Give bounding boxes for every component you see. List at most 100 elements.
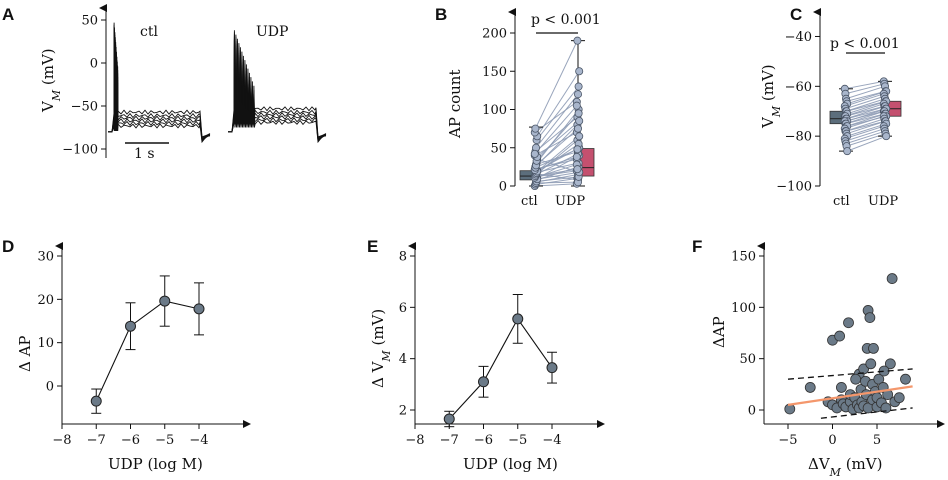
b-pair-line [536,120,580,158]
c-pair-line [844,93,884,107]
c-p-value: p < 0.001 [830,36,900,52]
x-tick-label: −7 [440,433,459,448]
b-point-udp [574,90,583,99]
b-pair-line [536,112,579,162]
x-tick-label: 0 [828,433,836,448]
f-scatter-point [864,312,876,324]
f-plot-area [784,273,913,419]
b-point-udp [573,165,582,174]
b-pair-line [535,177,578,185]
d-ylabel: Δ AP [16,335,34,372]
y-tick-label: 0 [748,404,756,419]
y-tick-label: −60 [785,80,812,95]
x-tick-label: −5 [508,433,527,448]
x-tick-label: −5 [155,433,174,448]
y-tick-label: 200 [482,27,507,42]
y-tick-label: 10 [37,336,54,351]
f-scatter-point [868,342,879,354]
a-trace-label-ctl: ctl [140,24,158,40]
e-point [546,362,558,374]
x-tick-label: −8 [405,433,424,448]
c-pair-line [845,110,885,125]
c-pair-line [846,120,886,135]
y-tick-label: 50 [81,14,98,29]
c-pair-line [846,90,886,102]
c-pair-line [845,95,885,110]
y-tick-label: −100 [62,143,98,158]
f-xlabel: ΔVM (mV) [808,455,882,479]
b-pair-line [534,40,578,129]
panel-letter-d: D [2,237,14,256]
c-pair-line [844,80,884,90]
y-tick-label: −50 [71,100,98,115]
c-plot-area [829,77,902,156]
f-ci-lower [820,407,913,419]
c-point-ctl [843,147,852,156]
x-tick-label: −4 [542,433,561,448]
b-point-udp [575,132,584,141]
f-scatter-point [850,373,862,385]
d-ticks: 30 20 10 0 −8 −7 −6 −5 −4 [37,250,208,449]
a-trace-ctl-0 [108,22,211,138]
y-tick-label: 150 [731,250,756,265]
a-trace-udp-5 [228,40,327,144]
panel-letter-e: E [367,237,378,256]
f-scatter-point [884,358,896,370]
b-point-udp [575,67,584,76]
c-pair-line [845,105,886,120]
panel-a: A 50 0 −50 −100 VM (mV) ctl UDP 1 s [2,4,327,162]
d-point [159,295,171,307]
x-tick-label: −6 [121,433,140,448]
y-tick-label: 2 [399,404,407,419]
c-y-ticks: −40 −60 −80 −100 [776,30,820,195]
c-pair-line [844,115,884,130]
y-tick-label: 0 [499,180,507,195]
f-scatter-point [836,382,847,393]
c-pair-line [845,118,885,132]
b-pair-line [536,135,580,172]
c-pair-line [846,100,886,112]
c-point-udp [882,132,891,141]
y-tick-label: 0 [46,380,54,395]
b-y-ticks: 200 150 100 50 0 [482,27,515,195]
panel-d: D 30 20 10 0 −8 −7 −6 −5 −4 Δ AP UDP (log M) [2,237,251,473]
y-tick-label: −100 [776,180,812,195]
e-ylabel: Δ VM (mV) [369,309,393,388]
c-pair-line [845,85,886,100]
a-voltage-traces [108,22,327,144]
y-tick-label: −40 [785,30,812,45]
y-tick-label: 4 [399,352,407,367]
b-pair-line [535,153,579,175]
f-scatter-point [873,373,885,385]
b-pair-line [537,171,580,180]
y-tick-label: 150 [482,65,507,80]
b-pair-line [535,128,579,166]
b-pair-line [536,86,579,141]
a-trace-label-udp: UDP [256,24,288,40]
c-pair-line [845,113,886,125]
e-point [478,376,489,388]
b-xtick-ctl: ctl [521,194,538,209]
panel-e: E 8 6 4 2 −8 −7 −6 −5 −4 Δ VM (mV) UDP (log M) [367,237,605,473]
e-point [512,313,524,325]
f-scatter-point [893,392,905,404]
c-pair-line [846,108,886,120]
f-ylabel: ΔAP [710,316,728,348]
c-pair-line [847,135,887,152]
y-tick-label: 30 [37,250,54,265]
panel-letter-a: A [2,5,14,24]
c-xtick-ctl: ctl [833,194,850,209]
panel-c: C −40 −60 −80 −100 VM (mV) ctl UDP p < 0.00… [759,5,902,209]
c-pair-line [844,103,884,117]
b-point-ctl [530,149,539,158]
f-scatter-point [900,373,911,385]
b-pair-line [535,168,578,177]
c-pair-line [846,113,886,127]
y-tick-label: 20 [37,293,54,308]
x-tick-label: −4 [189,433,208,448]
y-tick-label: 6 [399,301,407,316]
f-scatter-point [880,402,892,414]
b-ylabel: AP count [446,70,464,139]
b-pair-line [534,105,578,155]
panel-letter-c: C [790,5,802,24]
